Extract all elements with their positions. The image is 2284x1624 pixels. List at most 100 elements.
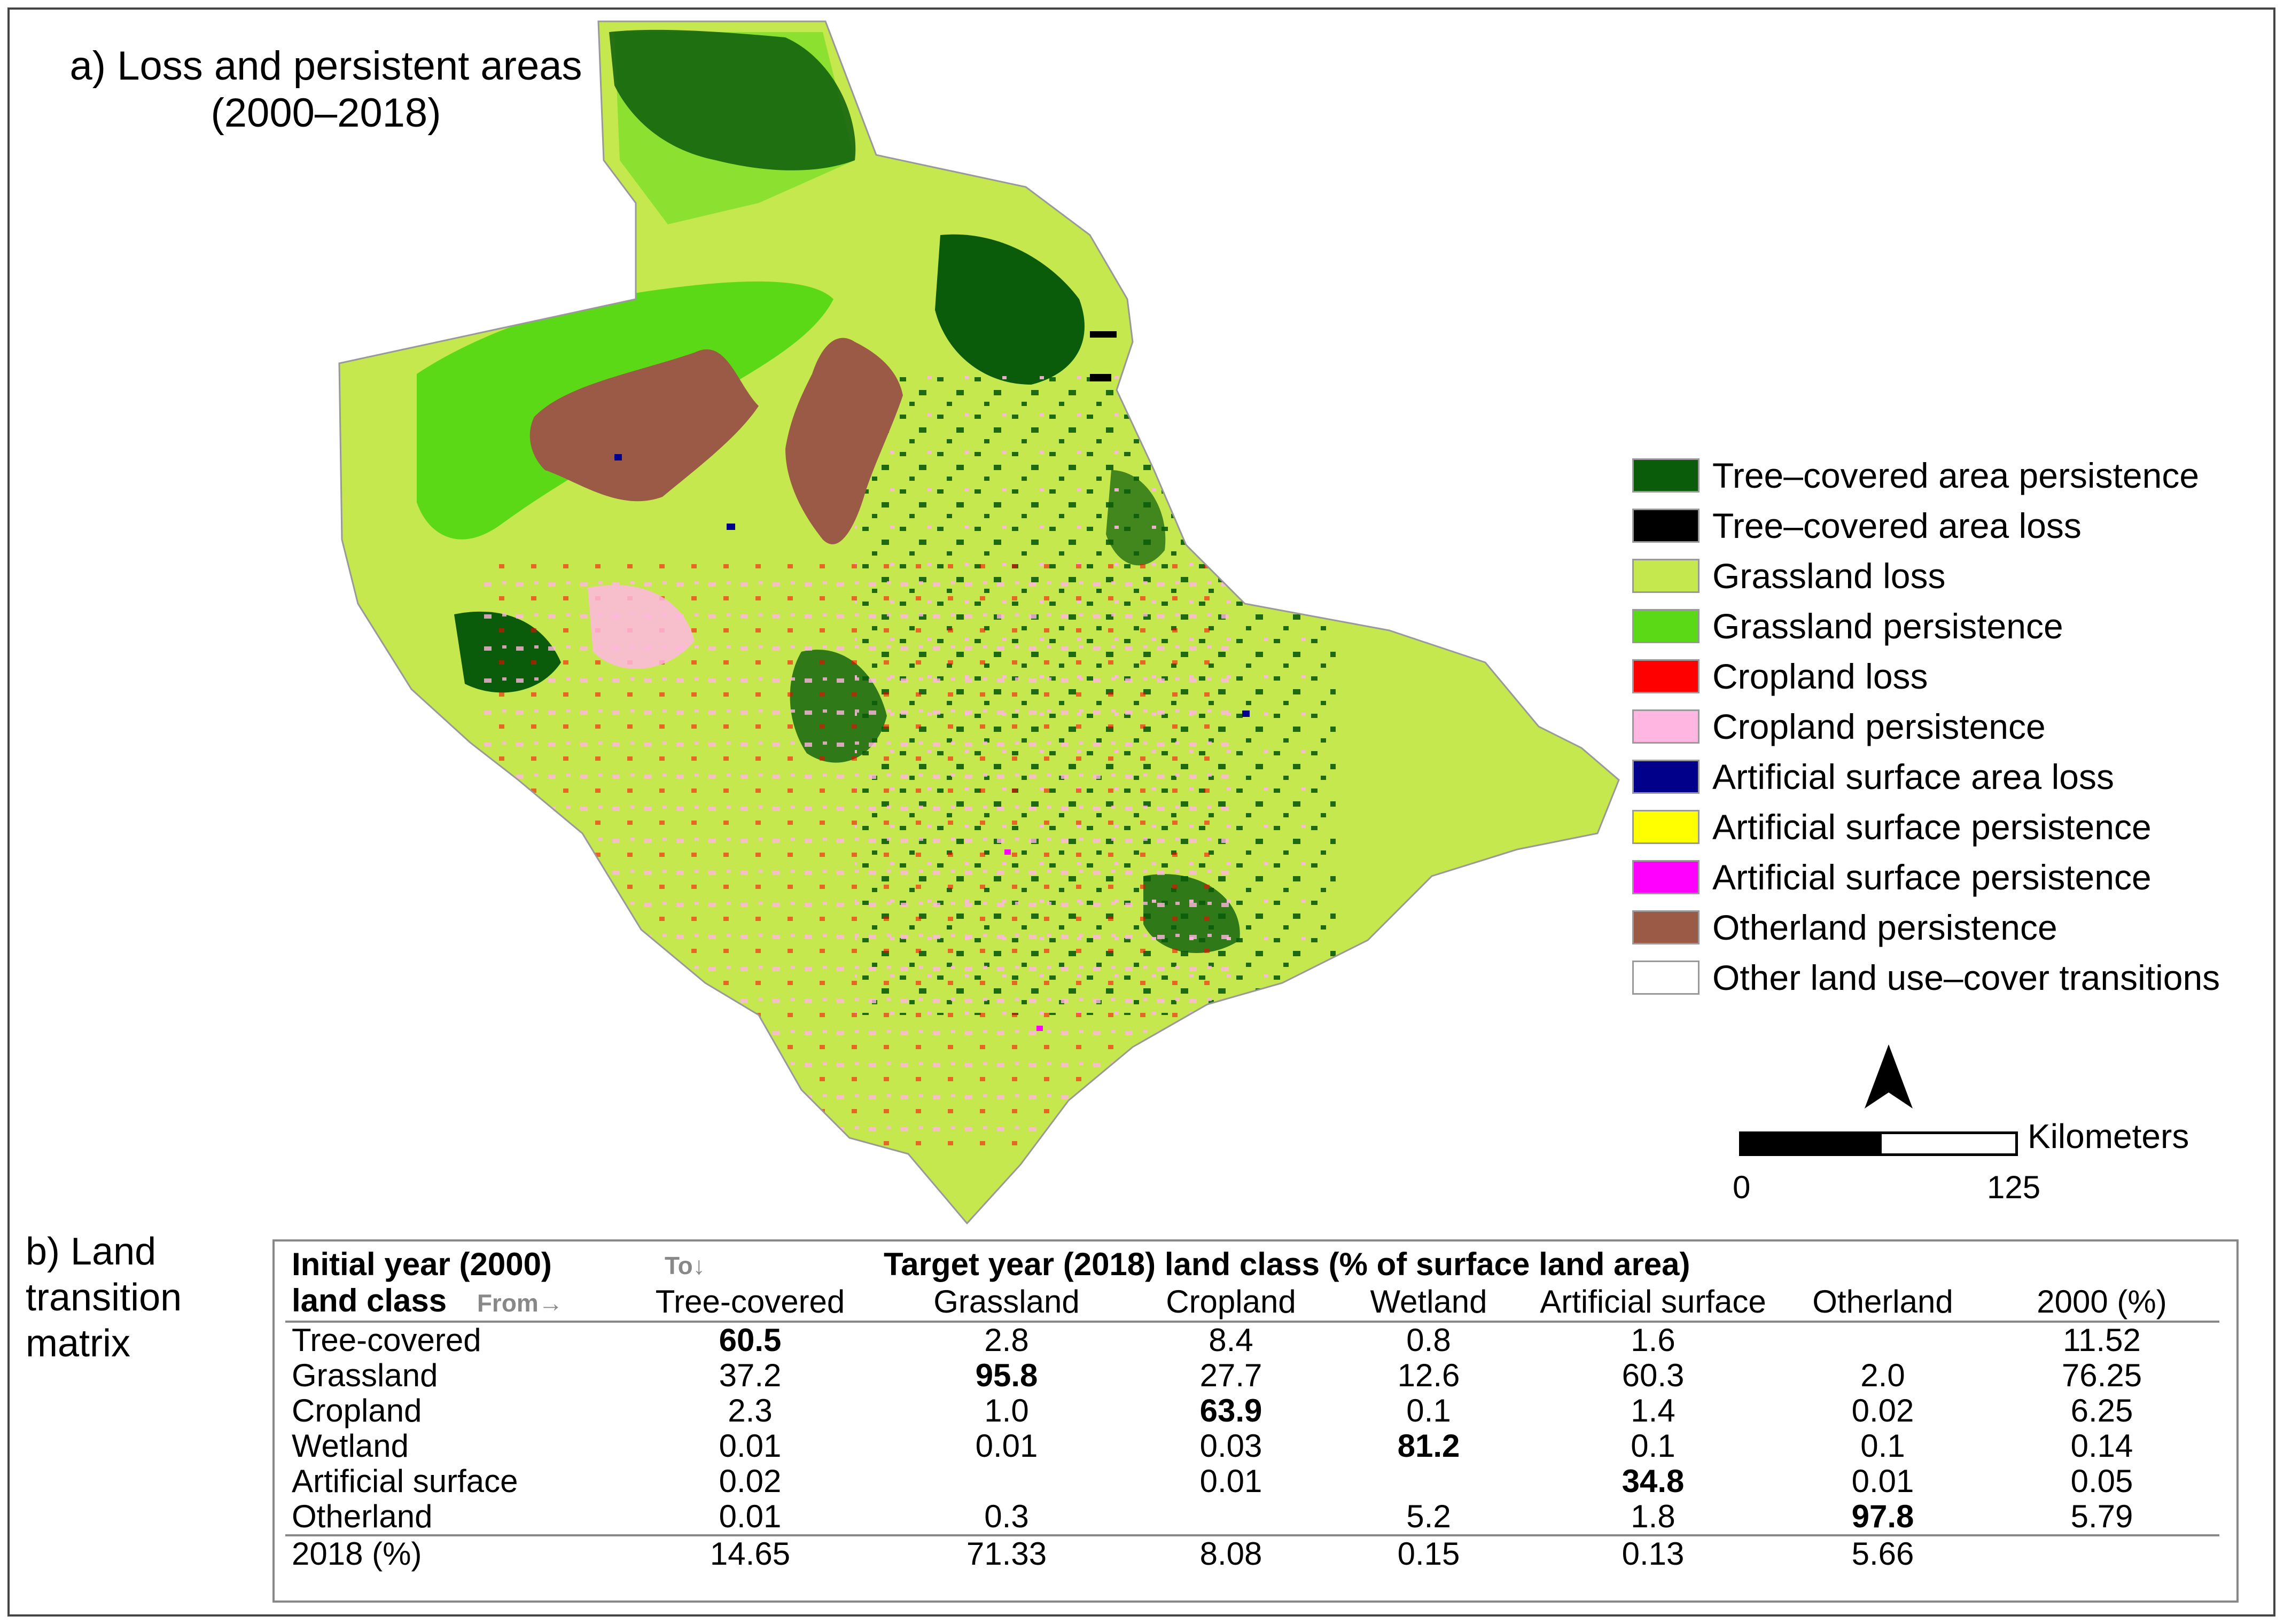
- cell: 2.3: [728, 1393, 773, 1428]
- legend-label: Otherland persistence: [1712, 908, 2057, 947]
- legend-swatch: [1632, 509, 1700, 543]
- cell: 60.5: [617, 1321, 884, 1358]
- col-header: Artificial surface: [1540, 1284, 1766, 1320]
- to-label: To: [665, 1252, 693, 1279]
- legend-label: Grassland persistence: [1712, 606, 2063, 646]
- table-row: Cropland 2.3 1.0 63.9 0.1 1.4 0.02 6.25: [285, 1393, 2219, 1428]
- cell: 0.05: [2070, 1463, 2133, 1499]
- header-initial-label: land class: [292, 1283, 447, 1318]
- map-region: [339, 21, 1619, 1223]
- cell: 95.8: [975, 1357, 1038, 1393]
- cell: 11.52: [1984, 1321, 2219, 1358]
- cell: [1984, 1534, 2219, 1572]
- legend-item-tree-loss: Tree–covered area loss: [1632, 503, 2273, 551]
- row-label: Cropland: [292, 1393, 422, 1428]
- cell: 0.01: [1199, 1463, 1262, 1499]
- legend-item-tree-persistence: Tree–covered area persistence: [1632, 453, 2273, 501]
- cell: [1781, 1321, 1984, 1358]
- table-row: Grassland 37.2 95.8 27.7 12.6 60.3 2.0 7…: [285, 1358, 2219, 1393]
- scale-unit: Kilometers: [2028, 1117, 2189, 1155]
- cell: 1.0: [984, 1393, 1029, 1428]
- header-target: Target year (2018) land class (% of surf…: [884, 1246, 1690, 1282]
- legend-label: Tree–covered area loss: [1712, 506, 2082, 545]
- cell: 1.8: [1631, 1498, 1675, 1534]
- cell: 0.3: [984, 1498, 1029, 1534]
- artificial-loss-mark-3: [1242, 710, 1250, 717]
- legend-label: Other land use–cover transitions: [1712, 958, 2220, 997]
- header-initial-line1: Initial year (2000): [292, 1246, 552, 1282]
- panel-b-title: b) Land transition matrix: [26, 1229, 271, 1367]
- cell: 8.08: [1129, 1534, 1332, 1572]
- to-marker: To↓: [617, 1246, 884, 1283]
- cell: 0.1: [1631, 1428, 1675, 1464]
- legend-swatch: [1632, 760, 1700, 794]
- figure-frame: [7, 7, 2275, 1617]
- col-header: Grassland: [933, 1284, 1080, 1320]
- legend-swatch: [1632, 810, 1700, 844]
- legend-label: Cropland persistence: [1712, 707, 2046, 746]
- legend-label: Tree–covered area persistence: [1712, 456, 2200, 495]
- legend-swatch: [1632, 709, 1700, 744]
- artificial-persistence-mark-1: [1004, 849, 1011, 855]
- panel-a-title: a) Loss and persistent areas (2000–2018): [27, 43, 625, 137]
- col-header: Otherland: [1812, 1284, 1953, 1320]
- panel-a-title-line2: (2000–2018): [211, 90, 441, 136]
- otherland-persistence-west: [529, 349, 759, 502]
- row-label: Wetland: [292, 1428, 409, 1464]
- right-arrow-icon: →: [538, 1289, 563, 1317]
- legend-swatch: [1632, 659, 1700, 693]
- transition-table: Initial year (2000) To↓ Target year (201…: [285, 1246, 2219, 1572]
- row-label: Otherland: [292, 1498, 433, 1534]
- legend-item-artificial-persistence-yellow: Artificial surface persistence: [1632, 805, 2273, 853]
- cell: 0.01: [719, 1498, 782, 1534]
- cell: 0.01: [975, 1428, 1038, 1464]
- region-outline: [338, 20, 1620, 1225]
- cell: 0.13: [1525, 1534, 1781, 1572]
- legend-label: Grassland loss: [1712, 556, 1946, 596]
- cell: 1.6: [1525, 1321, 1781, 1358]
- scale-bar-fill: [1742, 1134, 1882, 1153]
- tree-persistence-north: [609, 29, 856, 170]
- legend-item-grassland-loss: Grassland loss: [1632, 553, 2273, 602]
- cell: 5.79: [2070, 1498, 2133, 1534]
- cell: 0.14: [2070, 1428, 2133, 1464]
- cell: 14.65: [617, 1534, 884, 1572]
- panel-a-title-line1: a) Loss and persistent areas: [69, 43, 582, 89]
- cell: 63.9: [1199, 1393, 1262, 1428]
- legend-item-otherland-persistence: Otherland persistence: [1632, 905, 2273, 953]
- row-label: 2018 (%): [285, 1534, 617, 1572]
- map: [338, 20, 1620, 1225]
- legend-swatch: [1632, 458, 1700, 493]
- legend-label: Artificial surface area loss: [1712, 757, 2114, 797]
- tree-loss-mark-2: [1090, 331, 1117, 338]
- panel-b-title-line3: matrix: [26, 1322, 130, 1365]
- legend-swatch: [1632, 860, 1700, 894]
- cell: 37.2: [719, 1357, 782, 1393]
- cell: 0.02: [719, 1463, 782, 1499]
- legend-item-cropland-persistence: Cropland persistence: [1632, 704, 2273, 752]
- legend-swatch: [1632, 559, 1700, 593]
- cropland-persistence-west: [588, 584, 695, 669]
- cell: 0.01: [1851, 1463, 1914, 1499]
- legend-item-other-transitions: Other land use–cover transitions: [1632, 955, 2273, 1003]
- cell: 0.1: [1406, 1393, 1451, 1428]
- row-label: Tree-covered: [285, 1321, 617, 1358]
- total-row: 2018 (%) 14.65 71.33 8.08 0.15 0.13 5.66: [285, 1534, 2219, 1572]
- table-row: Wetland 0.01 0.01 0.03 81.2 0.1 0.1 0.14: [285, 1428, 2219, 1464]
- table-row: Tree-covered 60.5 2.8 8.4 0.8 1.6 11.52: [285, 1321, 2219, 1358]
- col-header: 2000 (%): [2037, 1284, 2167, 1320]
- cell: [1332, 1464, 1525, 1499]
- cell: [884, 1464, 1129, 1499]
- cell: 2.8: [884, 1321, 1129, 1358]
- artificial-persistence-mark-2: [1036, 1026, 1043, 1031]
- otherland-persistence-east: [785, 338, 903, 544]
- scale-start: 0: [1733, 1169, 1751, 1205]
- transition-matrix: Initial year (2000) To↓ Target year (201…: [272, 1239, 2239, 1603]
- col-header: Tree-covered: [655, 1284, 845, 1320]
- scale-bar-graphic: [1739, 1131, 2018, 1156]
- legend-swatch: [1632, 609, 1700, 643]
- header-initial-line2: land class From→: [285, 1283, 617, 1322]
- table-row: Artificial surface 0.02 0.01 34.8 0.01 0…: [285, 1464, 2219, 1499]
- cell: 1.4: [1631, 1393, 1675, 1428]
- cell: 34.8: [1622, 1463, 1685, 1499]
